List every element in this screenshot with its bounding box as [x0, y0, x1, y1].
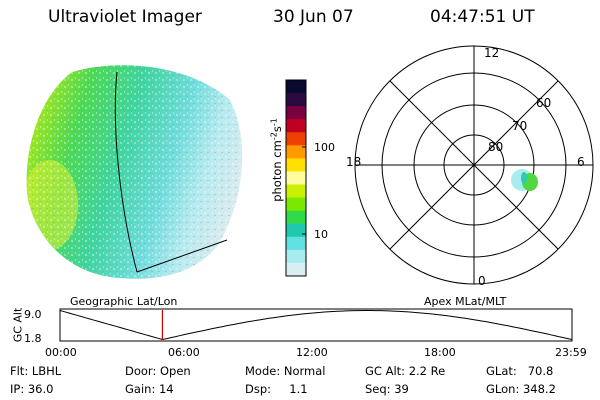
- colorbar-band: [286, 210, 306, 225]
- info-gain: Gain: 14: [125, 382, 174, 396]
- timeline-frame: [59, 308, 573, 342]
- timeline-xtick-0600: 06:00: [168, 346, 200, 359]
- lat-label-70: 70: [512, 119, 528, 133]
- date-label: 30 Jun 07: [273, 7, 354, 27]
- lat-label-60: 60: [536, 96, 552, 110]
- colorbar-band: [286, 236, 306, 251]
- time-label: 04:47:51 UT: [430, 7, 535, 27]
- mlt-label-18: 18: [346, 155, 362, 169]
- colorbar-band: [286, 171, 306, 186]
- altitude-curve: [59, 310, 573, 341]
- colorbar-band: [286, 106, 306, 120]
- colorbar-band: [286, 119, 306, 133]
- info-glon: GLon: 348.2: [486, 382, 556, 396]
- apex-panel-label: Apex MLat/MLT: [424, 295, 507, 308]
- aurora-blob-teal: [521, 172, 527, 184]
- geographic-panel-label: Geographic Lat/Lon: [70, 295, 178, 308]
- timeline-xtick-0000: 00:00: [45, 346, 77, 359]
- mlt-label-6: 6: [577, 155, 585, 169]
- colorbar-band: [286, 80, 306, 94]
- colorbar-band: [286, 262, 306, 277]
- timeline-xtick-1200: 12:00: [296, 346, 328, 359]
- colorbar-band: [286, 158, 306, 172]
- instrument-title: Ultraviolet Imager: [48, 7, 202, 27]
- mlt-label-0: 0: [478, 274, 486, 288]
- colorbar-tick-10: 10: [314, 228, 328, 241]
- info-filter: Flt: LBHL: [10, 364, 62, 378]
- colorbar-frame: [285, 79, 307, 277]
- info-seq: Seq: 39: [365, 382, 409, 396]
- timeline-xtick-2359: 23:59: [555, 346, 587, 359]
- timeline-ytick-bottom: 1.8: [24, 332, 42, 345]
- timeline-ytick-top: 9.0: [24, 308, 42, 321]
- mlt-label-12: 12: [484, 46, 500, 60]
- info-gc-alt: GC Alt: 2.2 Re: [365, 364, 446, 378]
- info-ip: IP: 36.0: [10, 382, 54, 396]
- info-mode: Mode: Normal: [245, 364, 326, 378]
- colorbar-band: [286, 184, 306, 199]
- colorbar-band: [286, 132, 306, 146]
- colorbar-band: [286, 93, 306, 107]
- colorbar-band: [286, 223, 306, 238]
- colorbar-band: [286, 197, 306, 212]
- lat-label-80: 80: [488, 140, 504, 154]
- info-dsp: Dsp: 1.1: [245, 382, 308, 396]
- timeline-xtick-1800: 18:00: [424, 346, 456, 359]
- colorbar-band: [286, 249, 306, 264]
- info-glat: GLat: 70.8: [486, 364, 554, 378]
- info-door: Door: Open: [125, 364, 191, 378]
- colorbar-band: [286, 145, 306, 159]
- timeline-axis-title: GC Alt: [11, 307, 25, 343]
- colorbar-tick-100: 100: [314, 141, 335, 154]
